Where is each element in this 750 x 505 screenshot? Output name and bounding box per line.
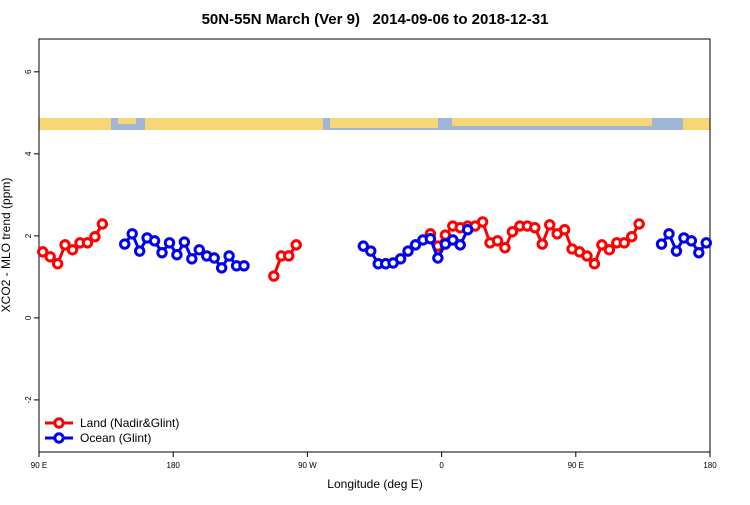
data-point	[618, 237, 630, 249]
x-tick-label: 90 E	[31, 461, 47, 470]
data-point	[283, 250, 295, 262]
data-point	[59, 239, 71, 251]
data-point	[148, 235, 161, 247]
data-point	[626, 230, 638, 243]
x-tick-label: 90 E	[568, 461, 584, 470]
data-point	[536, 238, 548, 250]
y-tick-label: 4	[24, 151, 33, 156]
data-point	[119, 238, 131, 250]
data-point	[558, 224, 571, 236]
legend-marker	[53, 417, 65, 429]
data-point	[491, 235, 504, 247]
data-point	[633, 218, 645, 230]
data-point	[66, 244, 79, 256]
legend-label: Ocean (Glint)	[80, 431, 151, 445]
legend-marker	[53, 432, 65, 444]
data-point	[447, 234, 459, 246]
data-point	[529, 221, 541, 234]
data-point	[685, 235, 698, 247]
data-point	[171, 249, 183, 261]
x-axis-label: Longitude (deg E)	[327, 477, 422, 491]
data-point	[81, 237, 94, 249]
x-tick-label: 180	[167, 461, 181, 470]
data-point	[588, 258, 601, 270]
data-point	[581, 250, 593, 262]
data-point	[193, 244, 205, 256]
y-tick-label: 6	[24, 69, 33, 74]
data-point	[208, 252, 220, 264]
chart-title: 50N-55N March (Ver 9) 2014-09-06 to 2018…	[202, 11, 549, 28]
data-point	[126, 228, 138, 240]
data-point	[603, 244, 616, 256]
data-point	[409, 239, 422, 251]
data-point	[655, 238, 668, 250]
data-point	[663, 228, 675, 240]
data-point	[186, 253, 198, 265]
data-point	[506, 226, 519, 238]
x-tick-label: 180	[703, 461, 717, 470]
legend-label: Land (Nadir&Glint)	[80, 416, 179, 430]
y-axis-label: XCO2 - MLO trend (ppm)	[0, 178, 13, 313]
data-point	[357, 240, 370, 252]
data-point	[544, 219, 556, 231]
data-point	[461, 224, 474, 236]
data-point	[424, 233, 437, 245]
data-point	[89, 230, 101, 243]
data-point	[394, 253, 407, 265]
data-point	[432, 252, 444, 264]
y-tick-label: 2	[24, 233, 33, 238]
data-point	[700, 237, 712, 249]
y-tick-label: 0	[24, 315, 33, 320]
data-point	[454, 239, 466, 251]
data-point	[365, 245, 377, 257]
data-point	[44, 251, 56, 263]
data-point	[268, 270, 280, 282]
data-point	[596, 239, 608, 251]
data-point	[96, 218, 109, 230]
x-tick-label: 90 W	[298, 461, 317, 470]
x-tick-label: 0	[439, 461, 444, 470]
data-point	[163, 237, 176, 249]
data-point	[402, 245, 414, 257]
data-point	[670, 245, 683, 257]
data-point	[156, 246, 168, 259]
map-strip	[39, 118, 710, 130]
y-tick-label: -2	[24, 396, 33, 404]
data-point	[499, 242, 511, 254]
data-point	[290, 239, 302, 251]
data-point	[51, 258, 64, 270]
data-point	[476, 216, 489, 228]
data-point	[215, 262, 228, 274]
data-point	[178, 236, 191, 248]
data-point	[238, 260, 250, 272]
data-point	[37, 246, 49, 258]
data-point	[133, 245, 146, 257]
data-point	[693, 246, 705, 259]
data-point	[223, 250, 235, 262]
